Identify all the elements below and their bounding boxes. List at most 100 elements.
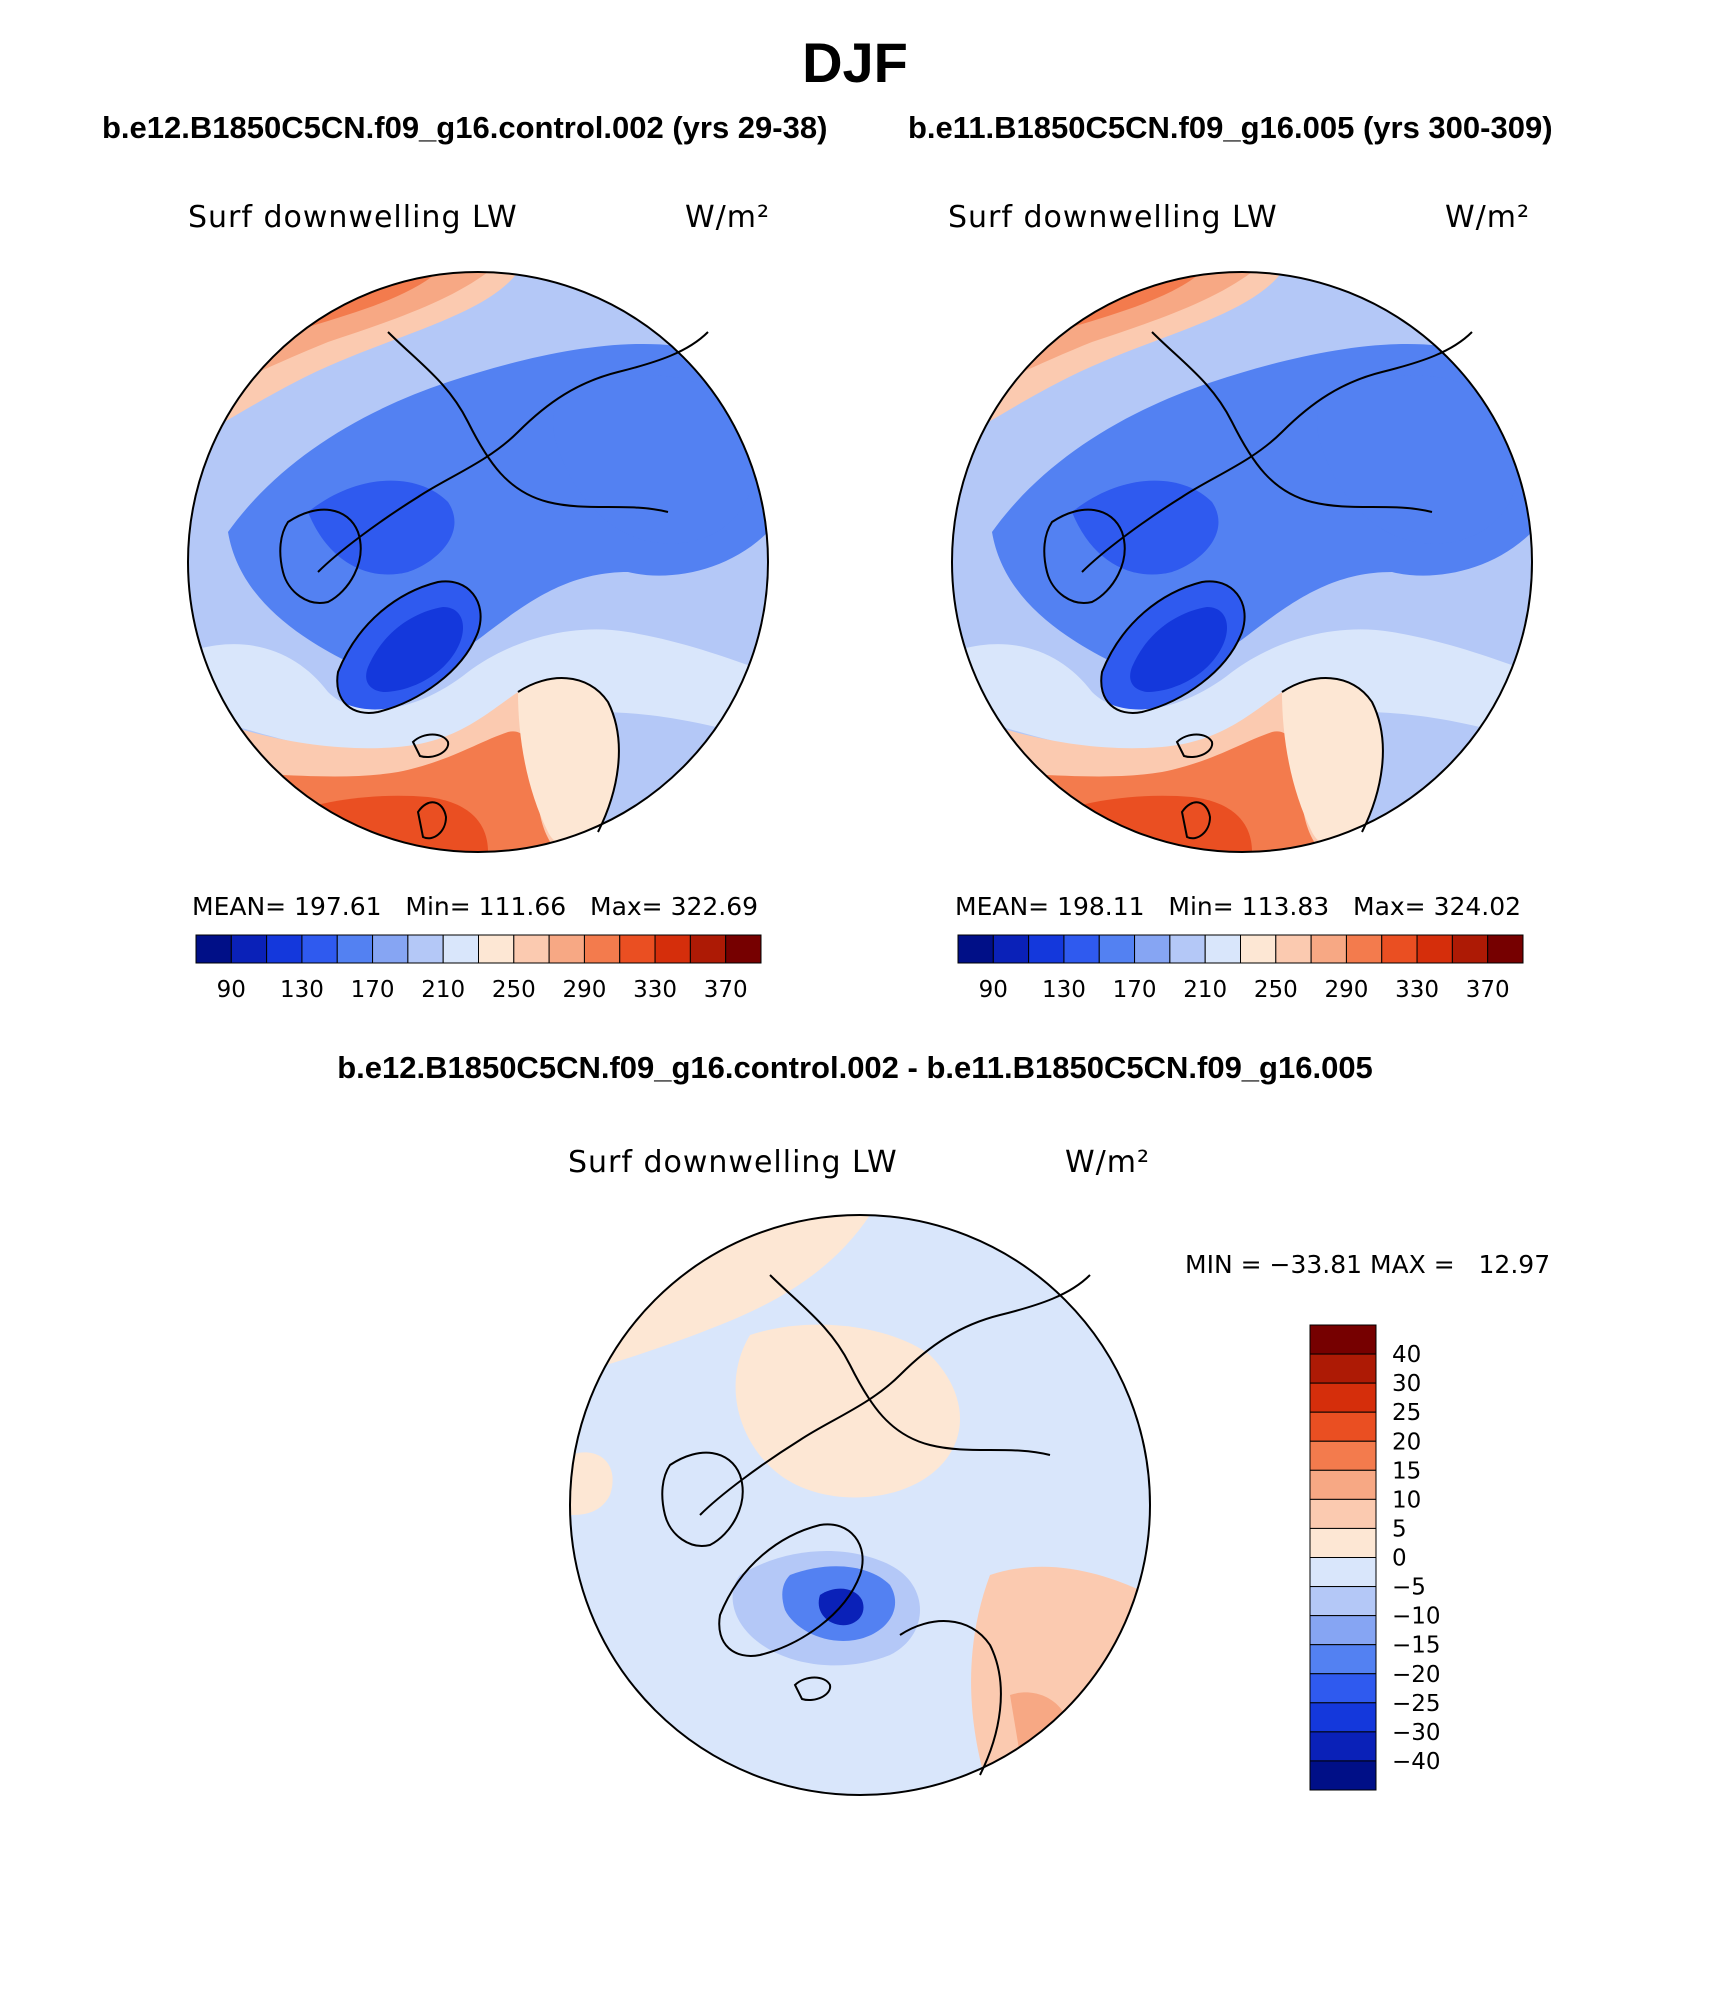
panel2-units: W/m² — [1445, 200, 1531, 235]
panel1-colorbar-box — [230, 934, 268, 964]
panel1-colorbar-box — [195, 934, 232, 964]
panel1-colorbar-box — [689, 934, 727, 964]
panel2-max: 324.02 — [1433, 892, 1522, 921]
diff-colorbar-tick: 25 — [1392, 1400, 1421, 1426]
panel2-field — [952, 272, 1532, 852]
diff-colorbar-box — [1309, 1731, 1377, 1762]
panel1-siberia-core — [553, 375, 756, 544]
panel1-stats: MEAN= 197.61 Min= 111.66 Max= 322.69 — [192, 892, 758, 921]
panel1-map-border — [187, 271, 769, 853]
panel2-colorbar-box — [1169, 934, 1206, 964]
panel2-min: 113.83 — [1241, 892, 1330, 921]
panel1-colorbar-tick: 290 — [562, 977, 606, 1003]
panel1-colorbar-tick: 210 — [421, 977, 465, 1003]
panel1-coastline-4 — [387, 331, 669, 513]
diff-colorbar-tick: −10 — [1392, 1604, 1441, 1630]
panel1-colorbar-tick: 130 — [280, 977, 324, 1003]
panel1-colorbar-box — [442, 934, 479, 964]
panel2-siberia-core — [1317, 375, 1520, 544]
panel1-field — [188, 272, 768, 852]
panel2-colorbar-tick: 130 — [1042, 977, 1086, 1003]
panel1-colorbar-box — [583, 934, 621, 964]
panel1-max: 322.69 — [670, 892, 759, 921]
diff-title: b.e12.B1850C5CN.f09_g16.control.002 - b.… — [337, 1050, 1373, 1085]
panel2-coastline-3 — [1281, 677, 1384, 833]
diff-coastline-0 — [661, 1451, 744, 1547]
panel2-colorbar-box — [1381, 934, 1418, 964]
panel2-colorbar-box — [1345, 934, 1383, 964]
diff-coastline-4 — [769, 1274, 1051, 1456]
diff-max: 12.97 — [1478, 1250, 1551, 1279]
panel2-colorbar-tick: 250 — [1254, 977, 1298, 1003]
panel2-atlantic-core — [1012, 795, 1252, 852]
diff-coastline-2 — [718, 1523, 864, 1657]
panel1-colorbar: 90 130 170 210 250 290 330 370 — [195, 934, 762, 1003]
case2-title: b.e11.B1850C5CN.f09_g16.005 (yrs 300-309… — [908, 110, 1553, 145]
panel1-map — [187, 271, 769, 853]
panel2-variable-title: Surf downwelling LW — [948, 200, 1278, 235]
panel2-coastline-0 — [1043, 508, 1126, 604]
panel1-colorbar-box — [725, 934, 762, 964]
panel1-mean: 197.61 — [294, 892, 382, 921]
panel2-mean-label: MEAN= — [955, 892, 1050, 921]
panel1-scandinavia — [518, 678, 619, 847]
panel2-coastline-4 — [1151, 331, 1433, 513]
panel2-colorbar-box — [1063, 934, 1100, 964]
diff-colorbar-tick: −30 — [1392, 1720, 1441, 1746]
panel1-colorbar-tick: 170 — [351, 977, 395, 1003]
diff-colorbar-tick: 15 — [1392, 1458, 1421, 1484]
panel2-colorbar-tick: 90 — [979, 977, 1008, 1003]
case1-title: b.e12.B1850C5CN.f09_g16.control.002 (yrs… — [102, 110, 828, 145]
diff-max-label: MAX = — [1369, 1250, 1455, 1279]
panel1-archipelago — [308, 480, 455, 575]
panel2-colorbar-tick: 290 — [1324, 977, 1368, 1003]
panel1-colorbar-box — [548, 934, 585, 964]
panel2-colorbar-box — [957, 934, 994, 964]
panel2-colorbar-box — [1240, 934, 1277, 964]
panel2-colorbar-box — [1310, 934, 1347, 964]
panel2-colorbar-box — [1275, 934, 1312, 964]
panel2-coastline-2 — [1100, 580, 1246, 714]
diff-colorbar-box — [1309, 1615, 1377, 1646]
panel1-coastline-2 — [336, 580, 482, 714]
diff-colorbar-box — [1309, 1760, 1377, 1791]
diff-min: −33.81 — [1269, 1250, 1363, 1279]
diff-coastline-5 — [793, 1676, 832, 1701]
diff-colorbar-box — [1309, 1644, 1377, 1675]
diff-west-warm — [570, 1452, 613, 1515]
panel1-colorbar-box — [407, 934, 444, 964]
panel1-transition-band — [188, 629, 768, 757]
panel1-mean-label: MEAN= — [192, 892, 287, 921]
panel2-greenland-core — [1130, 607, 1227, 692]
diff-colorbar-box — [1309, 1353, 1377, 1384]
panel1-colorbar-box — [301, 934, 338, 964]
panel1-colorbar-tick: 90 — [217, 977, 246, 1003]
panel2-colorbar: 90 130 170 210 250 290 330 370 — [957, 934, 1524, 1003]
panel1-colorbar-box — [478, 934, 515, 964]
panel2-colorbar-box — [992, 934, 1030, 964]
panel1-atlantic-core — [248, 795, 488, 852]
panel1-min-label: Min= — [405, 892, 471, 921]
diff-colorbar-box — [1309, 1702, 1377, 1733]
diff-colorbar-tick: 5 — [1392, 1516, 1407, 1542]
diff-min-label: MIN = — [1185, 1250, 1262, 1279]
panel1-coastline-0 — [279, 508, 362, 604]
diff-colorbar-box — [1309, 1527, 1377, 1558]
diff-colorbar-box — [1309, 1411, 1377, 1442]
panel2-coastline-6 — [1180, 801, 1212, 840]
diff-colorbar-box — [1309, 1498, 1377, 1529]
panel1-colorbar-box — [654, 934, 691, 964]
diff-map-border — [569, 1214, 1151, 1796]
panel2-colorbar-box — [1098, 934, 1136, 964]
panel1-colorbar-box — [513, 934, 550, 964]
panel1-coastline-3 — [517, 677, 620, 833]
diff-colorbar-tick: 30 — [1392, 1371, 1421, 1397]
panel2-archipelago — [1072, 480, 1219, 575]
panel1-colorbar-tick: 370 — [704, 977, 748, 1003]
panel2-min-label: Min= — [1168, 892, 1234, 921]
diff-variable-title: Surf downwelling LW — [568, 1145, 898, 1180]
panel1-colorbar-tick: 250 — [492, 977, 536, 1003]
diff-arctic-warm — [735, 1324, 960, 1498]
diff-colorbar-tick: −40 — [1392, 1749, 1441, 1775]
panel1-colorbar-box — [266, 934, 303, 964]
